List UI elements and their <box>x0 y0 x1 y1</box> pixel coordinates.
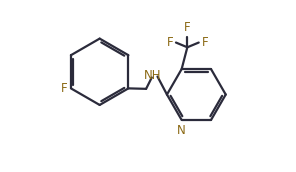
Text: F: F <box>61 82 67 95</box>
Text: F: F <box>184 21 191 34</box>
Text: F: F <box>202 36 208 49</box>
Text: NH: NH <box>144 69 162 82</box>
Text: F: F <box>166 36 173 49</box>
Text: N: N <box>177 124 186 137</box>
